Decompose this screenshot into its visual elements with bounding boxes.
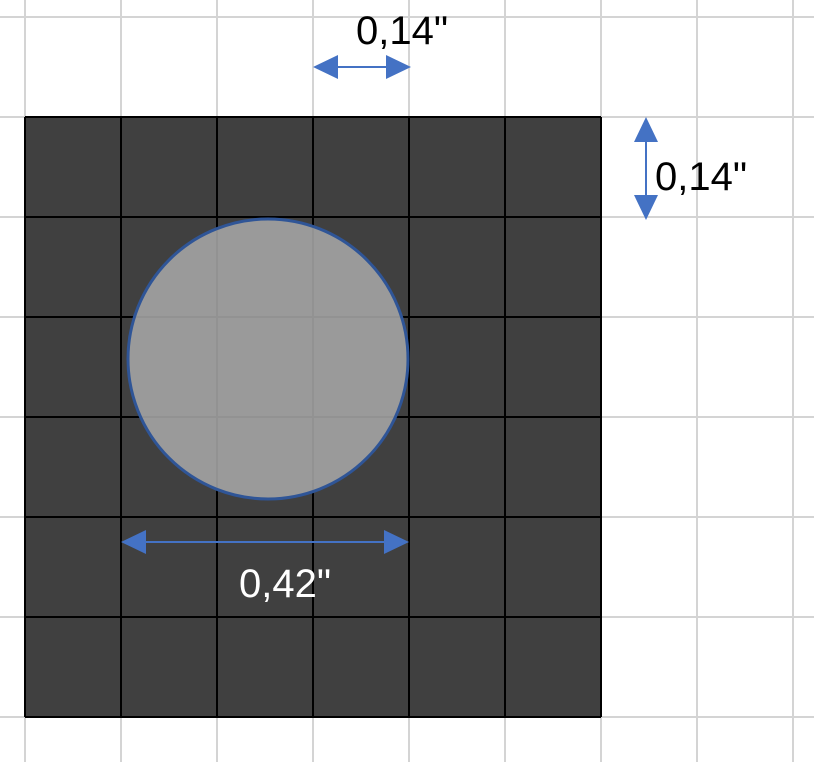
circle-hole [126,217,410,501]
diameter-label: 0,42" [239,562,331,606]
diameter-arrow [121,530,409,554]
right-spacing-label: 0,14" [655,155,747,199]
right-arrow [634,117,658,220]
top-arrow [313,55,411,79]
top-spacing-label: 0,14" [356,9,448,53]
